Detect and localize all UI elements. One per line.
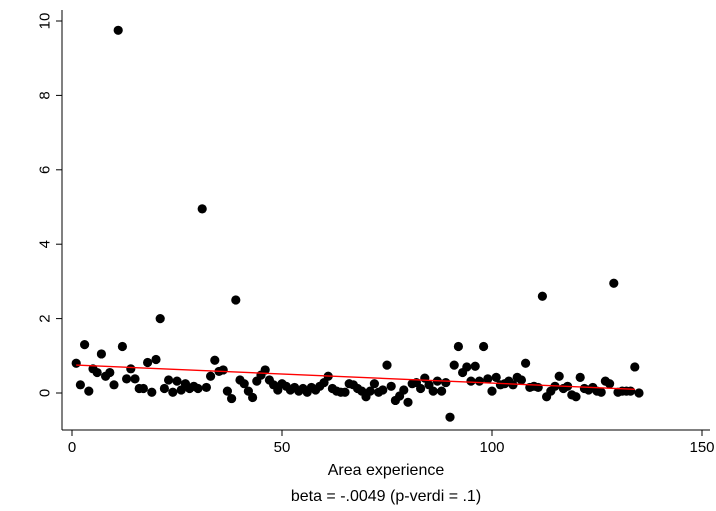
data-point [416,383,426,394]
data-point [369,379,379,389]
data-point [206,371,216,381]
data-point [138,383,148,394]
data-point [626,386,636,396]
data-point [533,382,543,393]
data-point [474,376,484,386]
data-point [227,393,237,404]
data-point [462,362,472,372]
data-point [386,381,396,391]
data-point [84,386,94,396]
data-point [109,380,119,390]
data-point [487,386,497,396]
data-point [231,295,241,305]
y-tick-label: 2 [37,314,54,322]
x-axis: 0 50 100 150 [62,429,715,456]
x-tick-label: 50 [274,439,291,456]
data-point [575,372,585,382]
data-point [630,362,640,372]
data-point [441,377,451,388]
data-point [92,367,102,378]
data-point [222,386,232,396]
y-tick-label: 6 [37,166,54,174]
data-point [218,365,228,375]
data-point [483,374,493,384]
data-point [96,349,106,359]
data-point [159,383,169,394]
data-point [113,25,123,35]
x-axis-title: Area experience [328,462,445,479]
data-point [466,376,476,386]
data-point [403,397,413,407]
data-point [365,386,375,396]
data-point [172,376,182,386]
data-point [201,382,211,393]
x-tick-label: 0 [68,439,76,456]
data-point [508,380,518,390]
y-tick-label: 0 [37,389,54,397]
data-point [537,291,548,301]
data-point [168,387,178,397]
data-point [445,412,455,422]
data-point [105,367,115,378]
data-point [378,385,388,395]
data-point [479,341,489,352]
data-point [155,314,165,324]
data-point [554,371,564,381]
data-point [571,392,581,402]
data-point [126,364,136,374]
data-point [80,340,90,350]
data-point [382,360,392,370]
data-point [491,372,501,382]
data-points [71,25,644,422]
data-point [210,355,220,365]
data-point [437,386,447,396]
data-point [521,358,531,368]
y-tick-label: 4 [37,240,54,248]
data-point [143,357,153,368]
data-point [340,387,350,397]
data-point [428,386,438,396]
data-point [197,204,207,214]
data-point [147,387,157,397]
data-point [260,365,270,375]
y-tick-label: 10 [37,13,54,30]
data-point [151,354,161,365]
x-tick-label: 100 [479,439,504,456]
chart-note: beta = -.0049 (p-verdi = .1) [291,488,481,505]
data-point [71,358,81,368]
data-point [449,360,459,370]
data-point [605,379,615,389]
y-tick-label: 8 [37,91,54,99]
y-axis: 0 2 4 6 8 10 [37,10,63,430]
data-point [399,385,409,395]
data-point [248,392,258,403]
data-point [239,379,249,389]
data-point [75,380,85,390]
data-point [634,388,644,398]
data-point [193,383,203,394]
fit-line [76,364,635,390]
x-tick-label: 150 [689,439,714,456]
data-point [117,341,127,352]
data-point [453,341,463,352]
data-point [470,361,480,371]
data-point [596,387,606,397]
data-point [516,375,527,385]
data-point [164,375,174,385]
data-point [130,374,140,384]
data-point [609,278,619,288]
data-point [122,374,132,384]
